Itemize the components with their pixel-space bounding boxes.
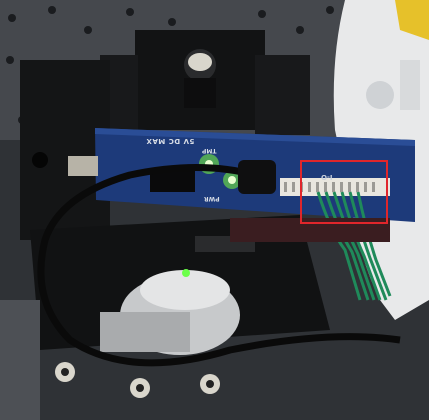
mount-side-right — [255, 55, 310, 135]
pcb-edge — [95, 128, 415, 146]
io-highlight-box — [300, 160, 388, 224]
screw-head — [188, 53, 212, 71]
pwr-led — [228, 176, 236, 184]
equipment-panel — [400, 60, 420, 110]
power-cable — [37, 164, 401, 367]
tmp-label: TMP — [202, 147, 217, 154]
pwr-label: PWR — [204, 195, 220, 202]
screw-shaft — [184, 78, 216, 108]
block-hole — [32, 152, 48, 168]
io-label: I-O — [321, 173, 333, 181]
floor-left — [0, 300, 40, 420]
cylinder-highlight — [140, 270, 230, 310]
warning-label — [395, 0, 429, 40]
cylinder-body — [100, 312, 190, 352]
brass-connector — [68, 156, 98, 176]
green-indicator — [182, 269, 190, 277]
cable-plug — [238, 160, 276, 194]
equipment-knob — [366, 81, 394, 109]
power-jack — [150, 170, 195, 192]
power-rating-label: 5V DC MAX — [146, 137, 195, 145]
